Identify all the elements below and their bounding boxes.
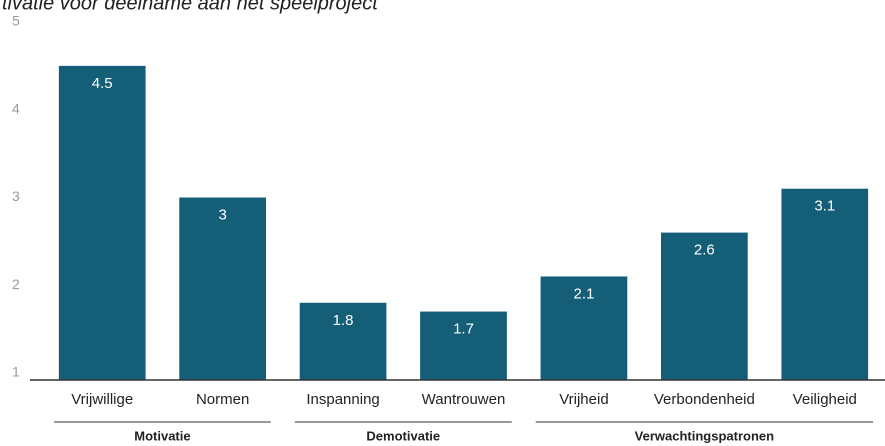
value-label: 1.8: [333, 312, 354, 329]
bar: [58, 65, 146, 380]
group-label: Demotivatie: [366, 428, 440, 443]
x-tick-label: Veiligheid: [793, 391, 857, 408]
y-tick-label: 1: [12, 364, 20, 380]
x-tick-label: Vrijheid: [559, 391, 608, 408]
value-label: 2.1: [573, 285, 594, 302]
x-tick-label: Wantrouwen: [422, 391, 506, 408]
bar: [661, 232, 748, 380]
x-tick-label: Inspanning: [306, 391, 379, 408]
group-label: Verwachtingspatronen: [635, 428, 774, 443]
bar: [299, 302, 387, 380]
bar: [540, 276, 628, 380]
x-tick-label: Verbondenheid: [654, 391, 755, 408]
value-label: 4.5: [92, 75, 113, 92]
group-label: Motivatie: [134, 428, 190, 443]
value-label: 2.6: [694, 242, 715, 259]
bar: [781, 188, 869, 380]
value-label: 3: [218, 206, 226, 223]
x-tick-label: Normen: [196, 391, 249, 408]
x-tick-label: Vrijwillige: [71, 391, 133, 408]
bar: [179, 197, 266, 380]
y-tick-label: 3: [12, 188, 20, 204]
chart-title: tivatie voor deelname aan het speelproje…: [2, 0, 379, 14]
value-label: 1.7: [453, 321, 474, 338]
value-label: 3.1: [814, 198, 835, 215]
bar: [420, 311, 507, 380]
y-tick-label: 2: [12, 276, 20, 292]
y-tick-label: 4: [12, 100, 20, 116]
y-tick-label: 5: [12, 13, 20, 29]
